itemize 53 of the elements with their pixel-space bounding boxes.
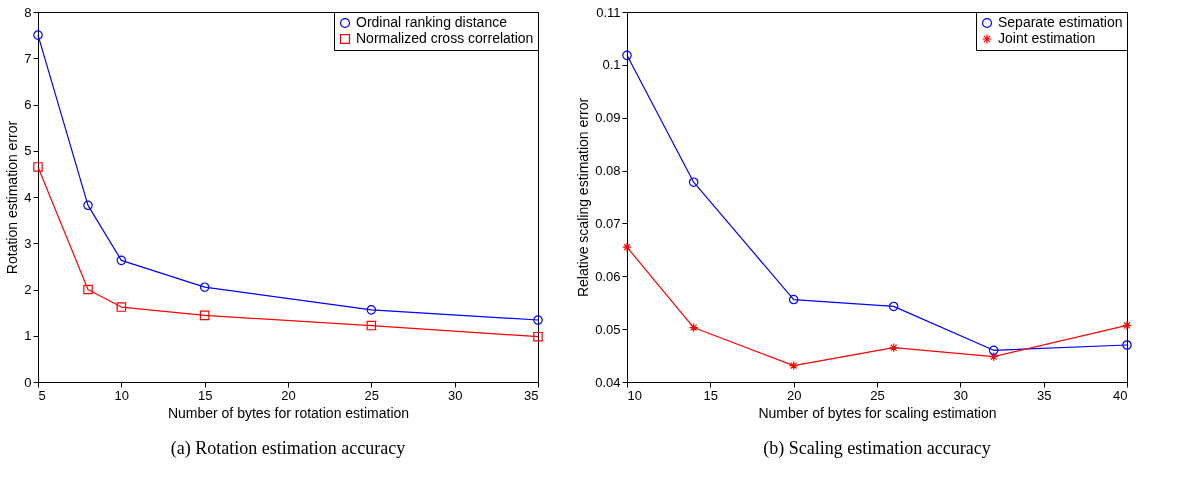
point [83, 284, 93, 295]
point [533, 315, 543, 325]
x-axis-title: Number of bytes for rotation estimation [167, 404, 410, 421]
legend-label: Joint estimation [998, 30, 1096, 46]
x-tick-label: 20 [786, 387, 802, 403]
point [366, 320, 377, 331]
x-tick-label: 10 [627, 387, 642, 403]
y-tick-label: 4 [24, 189, 32, 205]
y-tick-label: 0 [24, 374, 32, 390]
y-tick-label: 5 [24, 143, 32, 159]
point [533, 331, 543, 342]
point [366, 305, 377, 315]
legend-label: Separate estimation [998, 14, 1123, 30]
point [33, 162, 43, 172]
x-tick-label: 20 [281, 387, 296, 403]
y-tick-label: 0.11 [596, 4, 621, 20]
text: (b) Scaling estimation accuracy [763, 438, 991, 459]
y-tick-label: 7 [24, 50, 32, 66]
x-tick-label: 25 [870, 387, 885, 403]
y-tick-label: 0.09 [595, 110, 621, 126]
point [83, 200, 93, 211]
y-tick-label: 2 [24, 282, 32, 297]
x-tick-label: 15 [197, 387, 213, 403]
y-tick-label: 0.1 [602, 57, 621, 73]
y-tick-label: 0.07 [595, 215, 621, 231]
y-axis-title: Relative scaling estimation error [575, 97, 592, 298]
x-tick-label: 35 [1036, 387, 1052, 403]
legend-label: Normalized cross correlation [356, 30, 534, 46]
x-tick-label: 25 [364, 387, 380, 403]
y-tick-label: 0.08 [595, 163, 621, 179]
y-axis-title: Rotation estimation error [4, 120, 21, 275]
x-tick-label: 5 [38, 387, 46, 403]
x-tick-label: 35 [524, 387, 539, 403]
y-tick-label: 0.05 [595, 321, 621, 337]
x-tick-label: 40 [1113, 387, 1128, 403]
y-tick-label: 8 [24, 4, 32, 20]
y-tick-label: 0.06 [595, 268, 621, 284]
x-tick-label: 10 [114, 387, 130, 403]
x-tick-label: 30 [447, 387, 463, 403]
x-tick-label: 15 [703, 387, 719, 403]
x-tick-label: 30 [953, 387, 969, 403]
point [199, 310, 210, 321]
point [116, 302, 127, 312]
x-axis-title: Number of bytes for scaling estimation [758, 404, 997, 421]
y-tick-label: 1 [24, 328, 32, 344]
text: (a) Rotation estimation accuracy [170, 438, 406, 459]
legend-label: Ordinal ranking distance [356, 14, 508, 30]
y-tick-label: 6 [24, 97, 32, 112]
y-tick-label: 3 [24, 235, 32, 251]
point [116, 255, 127, 266]
y-tick-label: 0.04 [595, 374, 621, 390]
point [199, 282, 210, 292]
point [33, 30, 43, 40]
